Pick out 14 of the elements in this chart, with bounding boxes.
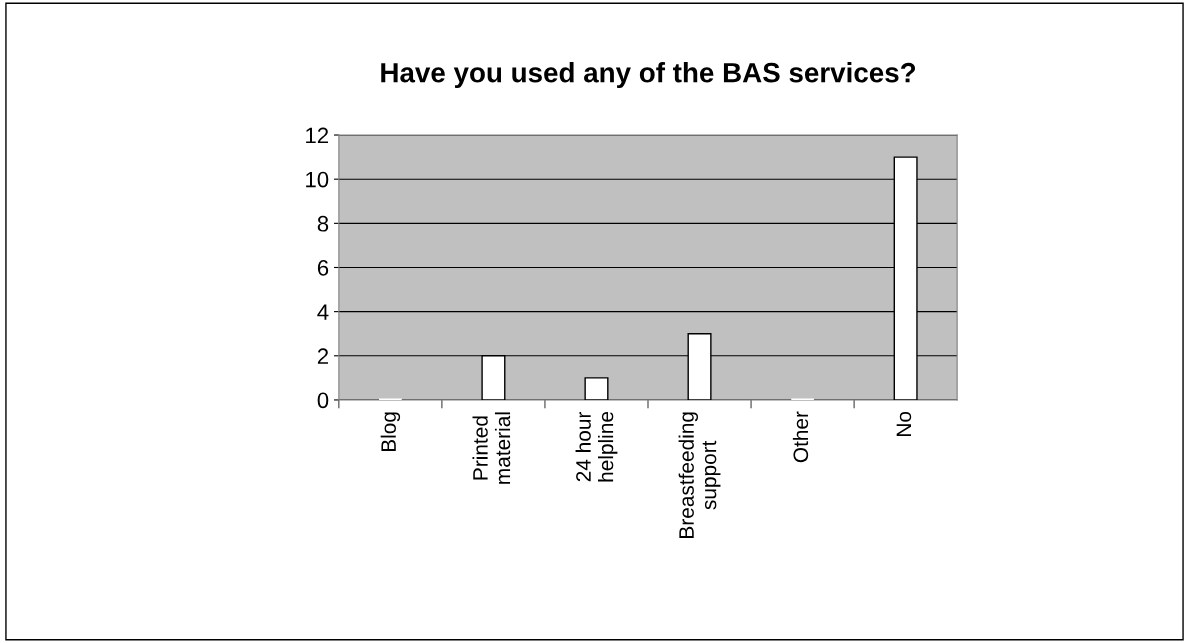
y-tick-label: 12 xyxy=(306,127,329,144)
y-tick-label: 10 xyxy=(306,171,329,188)
y-tick-label: 8 xyxy=(317,215,329,232)
x-tick-label: Other xyxy=(792,411,809,463)
y-tick-label: 0 xyxy=(317,392,329,409)
chart-title: Have you used any of the BAS services? xyxy=(381,62,916,89)
x-tick-label: No xyxy=(896,411,912,436)
x-tick-label: 24 hour helpline xyxy=(575,411,618,482)
x-tick-label: Printed material xyxy=(472,412,511,484)
y-tick-label: 2 xyxy=(317,348,329,364)
y-tick-label: 4 xyxy=(317,304,329,320)
x-tick-label: Breastfeeding support xyxy=(678,412,721,538)
y-tick-label: 6 xyxy=(317,260,329,276)
x-tick-label: Blog xyxy=(380,412,401,452)
